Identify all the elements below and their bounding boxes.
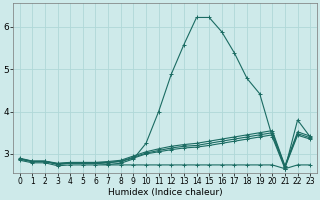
X-axis label: Humidex (Indice chaleur): Humidex (Indice chaleur) [108, 188, 222, 197]
